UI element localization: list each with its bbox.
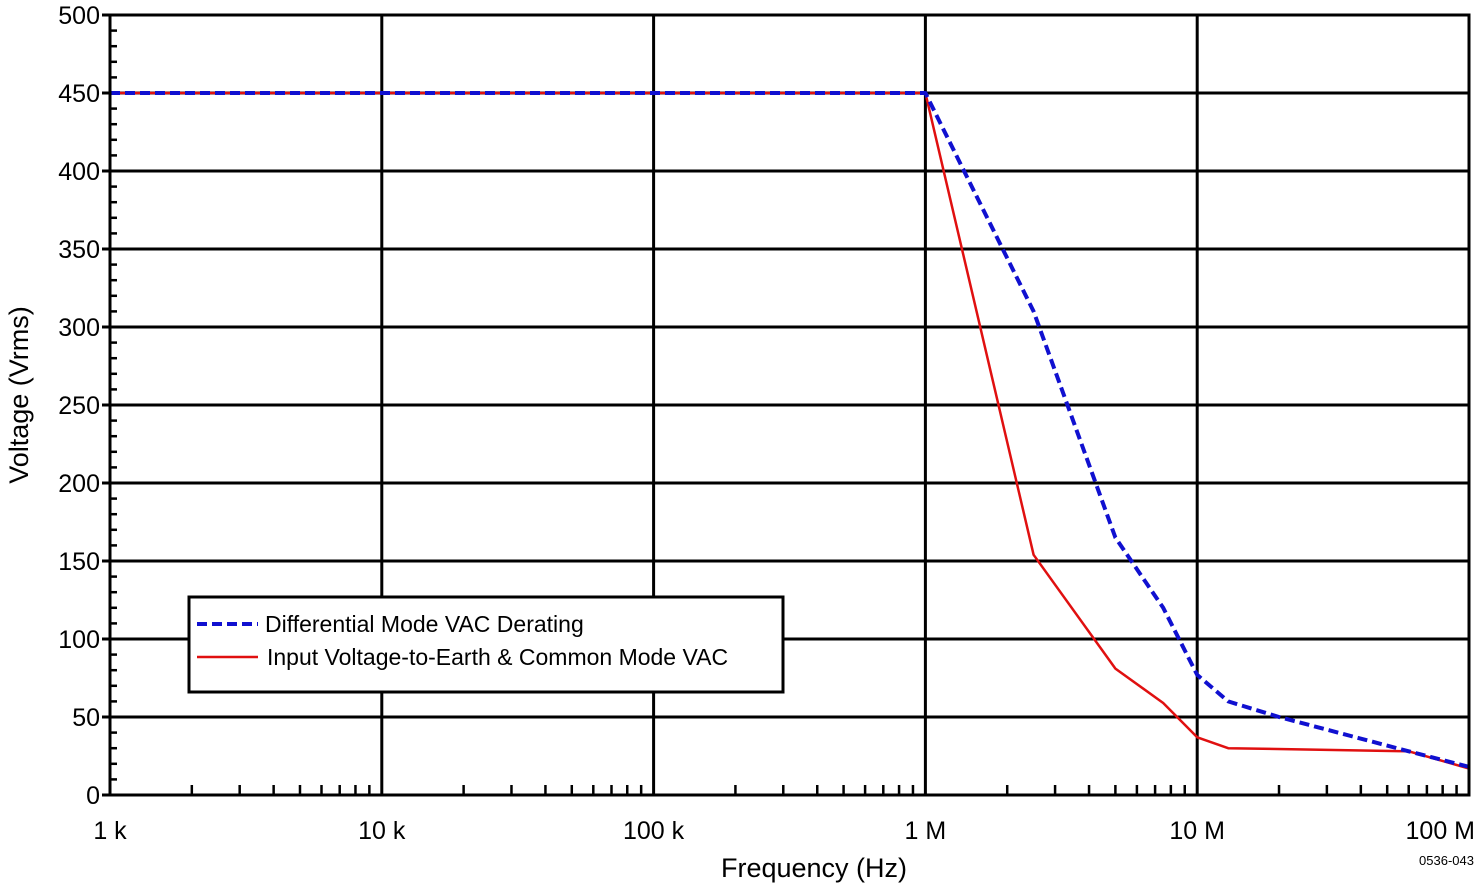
y-tick-label: 250 xyxy=(58,392,100,420)
series-line-differential xyxy=(110,91,1470,769)
series-layer xyxy=(110,91,1470,770)
x-tick-label: 10 k xyxy=(358,817,406,845)
figure-code: 0536-043 xyxy=(1419,853,1474,868)
legend-label-differential: Differential Mode VAC Derating xyxy=(265,611,584,637)
x-tick-label: 100 M xyxy=(1406,817,1475,845)
y-tick-label: 100 xyxy=(58,626,100,654)
x-axis-title: Frequency (Hz) xyxy=(721,853,907,883)
y-tick-label: 300 xyxy=(58,314,100,342)
x-tick-label: 1 M xyxy=(905,817,947,845)
y-axis-title: Voltage (Vrms) xyxy=(4,306,34,484)
y-tick-label: 200 xyxy=(58,470,100,498)
legend-label-common-mode: Input Voltage-to-Earth & Common Mode VAC xyxy=(267,644,728,670)
y-tick-label: 50 xyxy=(72,704,100,732)
y-tick-label: 0 xyxy=(86,782,100,810)
series-line-common-mode xyxy=(110,91,1470,770)
x-tick-label: 100 k xyxy=(623,817,685,845)
plot-frame xyxy=(108,13,1471,797)
y-tick-label: 150 xyxy=(58,548,100,576)
tick-labels: 0 50 100 150 200 250 300 350 400 450 500 1 k 10 k 100… xyxy=(58,2,1475,845)
y-tick-label: 400 xyxy=(58,158,100,186)
y-tick-label: 500 xyxy=(58,2,100,30)
x-tick-label: 1 k xyxy=(93,817,127,845)
legend-box xyxy=(187,595,785,694)
legend: Differential Mode VAC Derating Input Vol… xyxy=(187,595,785,694)
y-tick-label: 450 xyxy=(58,80,100,108)
y-tick-label: 350 xyxy=(58,236,100,264)
x-tick-label: 10 M xyxy=(1169,817,1225,845)
